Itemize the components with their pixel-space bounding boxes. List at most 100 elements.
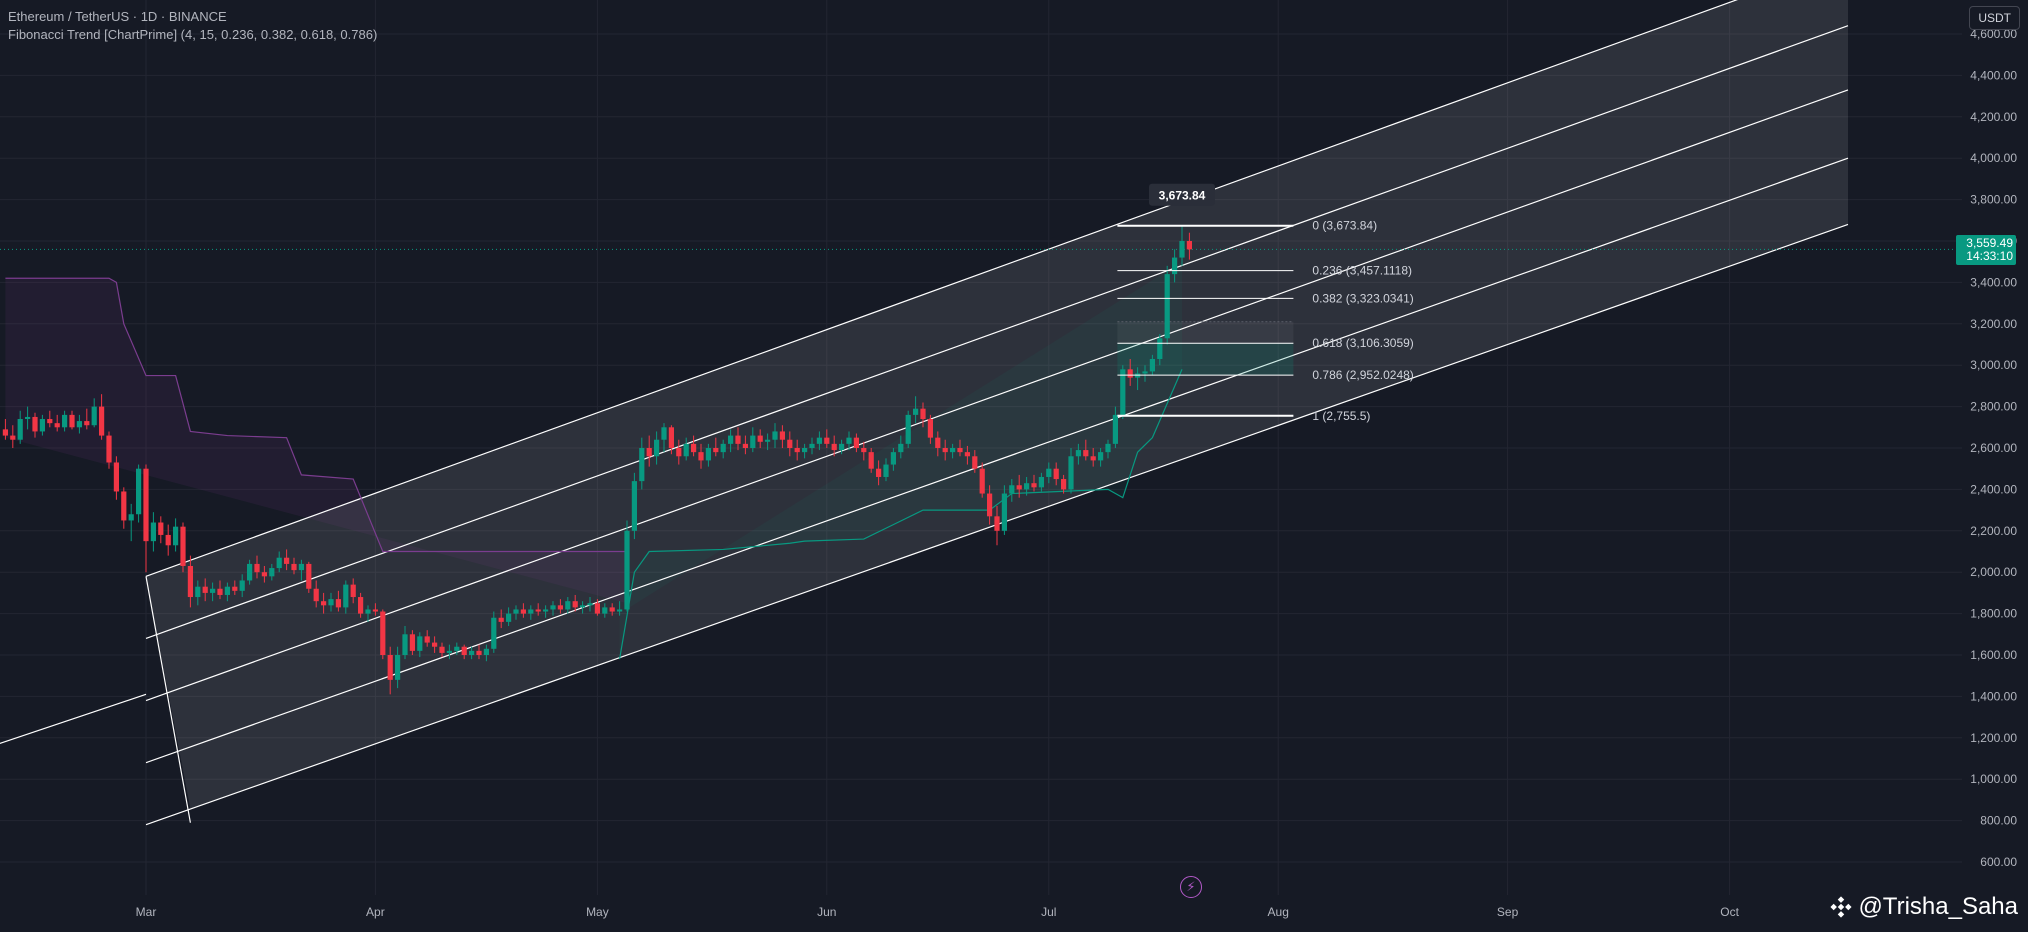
candle[interactable] xyxy=(1157,334,1163,366)
candle[interactable] xyxy=(1186,232,1192,260)
candle[interactable] xyxy=(454,642,460,655)
channel-extension-line[interactable] xyxy=(0,693,147,793)
candle[interactable] xyxy=(202,578,208,602)
candle[interactable] xyxy=(617,601,623,616)
candle[interactable] xyxy=(602,603,608,618)
candle[interactable] xyxy=(661,423,667,453)
candle[interactable] xyxy=(950,443,956,459)
candle[interactable] xyxy=(794,439,800,461)
candle[interactable] xyxy=(935,431,941,457)
candle[interactable] xyxy=(839,439,845,455)
candle[interactable] xyxy=(676,439,682,465)
candle[interactable] xyxy=(735,427,741,451)
lightning-icon[interactable]: ⚡ xyxy=(1180,876,1202,898)
candle[interactable] xyxy=(113,456,119,500)
candle[interactable] xyxy=(180,522,186,573)
candle[interactable] xyxy=(158,516,164,544)
candle[interactable] xyxy=(506,607,512,627)
candle[interactable] xyxy=(69,410,75,430)
candle[interactable] xyxy=(520,603,526,618)
candle[interactable] xyxy=(254,555,260,579)
candle[interactable] xyxy=(261,565,267,583)
candle[interactable] xyxy=(572,594,578,612)
candle[interactable] xyxy=(1068,448,1074,494)
candle[interactable] xyxy=(417,632,423,658)
candle[interactable] xyxy=(62,410,68,432)
candle[interactable] xyxy=(217,580,223,600)
candle[interactable] xyxy=(47,410,53,428)
candle[interactable] xyxy=(550,601,556,616)
candle[interactable] xyxy=(883,458,889,482)
candle[interactable] xyxy=(284,549,290,571)
candle[interactable] xyxy=(683,437,689,461)
candle[interactable] xyxy=(654,431,660,465)
candle[interactable] xyxy=(787,431,793,457)
candle[interactable] xyxy=(816,431,822,451)
candle[interactable] xyxy=(905,410,911,448)
candle[interactable] xyxy=(402,626,408,660)
candle[interactable] xyxy=(1038,472,1044,492)
candle[interactable] xyxy=(1105,439,1111,459)
candle[interactable] xyxy=(372,603,378,616)
candle[interactable] xyxy=(210,582,216,602)
candle[interactable] xyxy=(594,599,600,616)
candle[interactable] xyxy=(1009,479,1015,502)
candle[interactable] xyxy=(750,427,756,453)
candle[interactable] xyxy=(765,433,771,451)
candle[interactable] xyxy=(920,402,926,428)
candle[interactable] xyxy=(543,605,549,618)
candle[interactable] xyxy=(957,439,963,457)
candle[interactable] xyxy=(165,524,171,556)
candle[interactable] xyxy=(1046,462,1052,484)
candle[interactable] xyxy=(1001,485,1007,535)
candle[interactable] xyxy=(17,410,23,444)
candle[interactable] xyxy=(1164,265,1170,345)
candle[interactable] xyxy=(476,644,482,660)
candle[interactable] xyxy=(1142,365,1148,382)
candle[interactable] xyxy=(358,592,364,618)
channel-line-3[interactable] xyxy=(145,157,1849,764)
candle[interactable] xyxy=(128,503,134,542)
candle[interactable] xyxy=(2,419,8,440)
candle[interactable] xyxy=(846,431,852,451)
candle[interactable] xyxy=(276,551,282,573)
candle[interactable] xyxy=(528,605,534,620)
candle[interactable] xyxy=(1098,448,1104,467)
candle[interactable] xyxy=(631,472,637,540)
candle[interactable] xyxy=(898,435,904,459)
candle[interactable] xyxy=(713,437,719,457)
candle[interactable] xyxy=(705,443,711,467)
candle[interactable] xyxy=(328,592,334,612)
candle[interactable] xyxy=(1120,365,1126,420)
candle[interactable] xyxy=(195,580,201,606)
candle[interactable] xyxy=(350,578,356,604)
candle[interactable] xyxy=(757,429,763,448)
candle[interactable] xyxy=(498,609,504,629)
candle[interactable] xyxy=(587,597,593,612)
candle[interactable] xyxy=(1031,474,1037,492)
currency-button[interactable]: USDT xyxy=(1969,6,2020,30)
candle[interactable] xyxy=(824,429,830,448)
candle[interactable] xyxy=(136,464,142,523)
candle[interactable] xyxy=(779,425,785,448)
candle[interactable] xyxy=(461,644,467,660)
candle[interactable] xyxy=(99,394,105,440)
channel-left-edge[interactable] xyxy=(145,576,191,823)
candle[interactable] xyxy=(720,439,726,459)
candle[interactable] xyxy=(298,559,304,581)
candle[interactable] xyxy=(54,414,60,432)
candle[interactable] xyxy=(639,437,645,490)
candle[interactable] xyxy=(609,603,615,616)
candle[interactable] xyxy=(25,406,31,430)
candle[interactable] xyxy=(668,425,674,455)
candle[interactable] xyxy=(1061,474,1067,494)
candle[interactable] xyxy=(624,520,630,612)
candle[interactable] xyxy=(809,437,815,455)
candle[interactable] xyxy=(513,605,519,620)
candle[interactable] xyxy=(979,462,985,498)
candle[interactable] xyxy=(91,398,97,428)
candle[interactable] xyxy=(424,630,430,647)
channel-line-2[interactable] xyxy=(145,89,1849,702)
candle[interactable] xyxy=(1016,474,1022,498)
